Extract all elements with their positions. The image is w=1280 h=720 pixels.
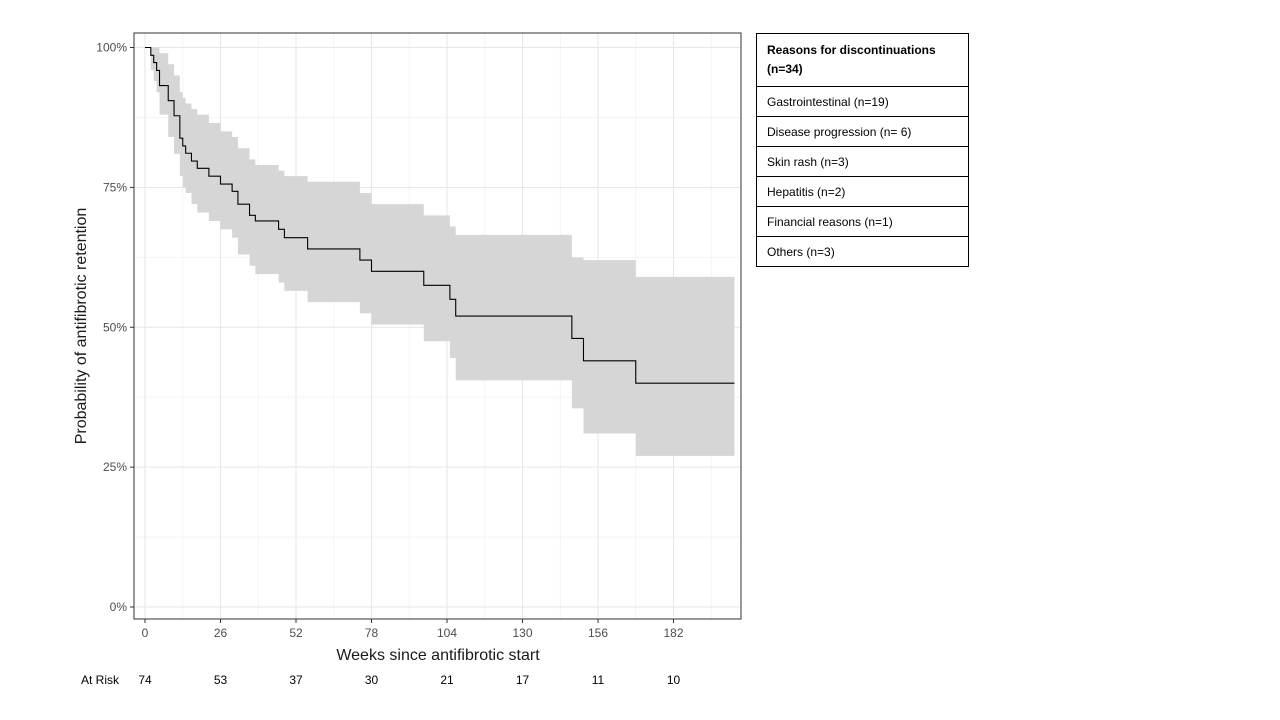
y-tick-label: 50% [103,320,127,334]
y-tick-label: 0% [110,600,128,614]
confidence-band [145,47,735,456]
table-header: Reasons for discontinuations (n=34) [756,33,969,87]
table-cell: Skin rash (n=3) [756,146,969,177]
at-risk-value: 53 [214,673,228,687]
y-tick-label: 100% [96,41,127,55]
table-header-row: Reasons for discontinuations (n=34) [756,33,969,87]
x-axis: 0 26 52 78 104 130 156 182 [142,619,684,640]
x-tick-label: 104 [437,626,457,640]
table-cell: Disease progression (n= 6) [756,116,969,147]
table-row: Others (n=3) [756,236,969,267]
x-tick-label: 182 [663,626,683,640]
y-axis: 0% 25% 50% 75% 100% [96,41,134,614]
plot-border [133,32,742,620]
at-risk-value: 10 [667,673,681,687]
table-row: Disease progression (n= 6) [756,116,969,147]
y-tick-label: 75% [103,180,127,194]
at-risk-label: At Risk [81,673,120,687]
x-axis-title: Weeks since antifibrotic start [336,647,540,664]
y-tick-label: 25% [103,460,127,474]
at-risk-value: 74 [138,673,152,687]
y-axis-title: Probability of antifibrotic retention [73,208,90,445]
at-risk-value: 37 [289,673,303,687]
table-row: Gastrointestinal (n=19) [756,86,969,117]
table-cell: Others (n=3) [756,236,969,267]
x-tick-label: 0 [142,626,149,640]
reasons-table: Reasons for discontinuations (n=34) Gast… [756,33,969,267]
table-cell: Gastrointestinal (n=19) [756,86,969,117]
x-tick-label: 78 [365,626,379,640]
at-risk-value: 21 [440,673,454,687]
table-cell: Financial reasons (n=1) [756,206,969,237]
table-row: Skin rash (n=3) [756,146,969,177]
x-tick-label: 156 [588,626,608,640]
table-row: Hepatitis (n=2) [756,176,969,207]
at-risk-value: 11 [592,673,605,687]
table-cell: Hepatitis (n=2) [756,176,969,207]
at-risk-values: 74 53 37 30 21 17 11 10 [138,673,680,687]
x-tick-label: 130 [512,626,532,640]
survival-curve [145,46,735,384]
table-row: Financial reasons (n=1) [756,206,969,237]
at-risk-value: 17 [516,673,530,687]
at-risk-value: 30 [365,673,379,687]
x-tick-label: 52 [289,626,303,640]
x-tick-label: 26 [214,626,228,640]
